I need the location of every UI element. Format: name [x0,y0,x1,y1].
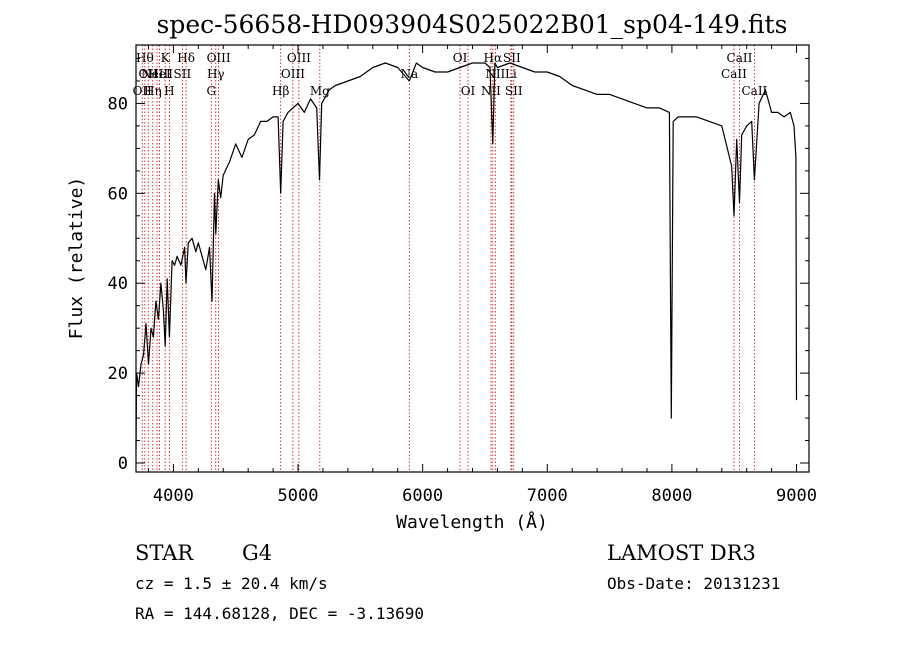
x-axis-label: Wavelength (Å) [396,511,548,533]
line-label-4: NeIII [141,67,173,81]
x-tick-label-4: 8000 [651,486,692,506]
line-label-9: Hδ [177,51,195,65]
line-label-8: SII [174,67,192,81]
line-label-13: Hβ [272,84,289,98]
class-label: STAR [135,541,194,565]
line-label-23: SII [503,51,521,65]
spectral-line-markers [141,45,755,472]
line-label-21: Hα [484,51,503,65]
line-label-7: H [164,84,174,98]
coordinates-text: RA = 144.68128, DEC = -3.13690 [135,604,424,623]
line-label-2: OII [139,67,159,81]
line-label-11: Hγ [207,67,225,81]
redshift-text: cz = 1.5 ± 20.4 km/s [135,574,328,593]
line-label-3: Hη [144,84,162,98]
y-tick-label-1: 20 [108,364,128,384]
line-label-18: OI [453,51,468,65]
line-label-26: CaII [721,67,747,81]
x-tick-label-0: 4000 [153,486,194,506]
chart-title: spec-56658-HD093904S025022B01_sp04-149.f… [157,10,788,39]
y-tick-label-0: 0 [118,454,128,474]
line-label-0: OII [133,84,153,98]
line-label-16: Mg [310,84,330,98]
y-axis-ticks: 0 20 40 60 80 [108,57,809,474]
plot-frame [135,44,810,473]
x-tick-label-5: 9000 [776,486,817,506]
line-label-10: G [206,84,216,98]
x-tick-label-2: 6000 [402,486,443,506]
x-tick-label-1: 5000 [278,486,319,506]
y-tick-label-4: 80 [108,94,128,114]
flux-series-line [135,62,798,450]
y-axis-label: Flux (relative) [66,177,87,340]
y-tick-label-2: 40 [108,274,128,294]
line-label-27: CaII [727,51,753,65]
line-label-1: Hθ [136,51,154,65]
x-axis-ticks: 4000 5000 6000 7000 8000 9000 [147,45,817,506]
line-label-6: K [161,51,171,65]
line-label-5: HeI [148,67,171,81]
y-tick-label-3: 60 [108,184,128,204]
line-label-14: OIII [281,67,305,81]
x-tick-label-3: 7000 [527,486,568,506]
line-label-22: NII [485,67,505,81]
line-label-28: CaII [741,84,767,98]
survey-label: LAMOST DR3 [607,541,756,565]
line-label-15: OIII [287,51,311,65]
spectral-line-labels: OIIHθOIIHηNeIIIHeIKHSIIHδGHγOIIIHβOIIIOI… [133,51,768,98]
subclass-label: G4 [242,541,272,565]
line-label-19: OI [461,84,476,98]
line-label-25: Li [505,67,517,81]
line-label-12: OIII [207,51,231,65]
line-label-24: SII [505,84,523,98]
obs-date-text: Obs-Date: 20131231 [607,574,780,593]
